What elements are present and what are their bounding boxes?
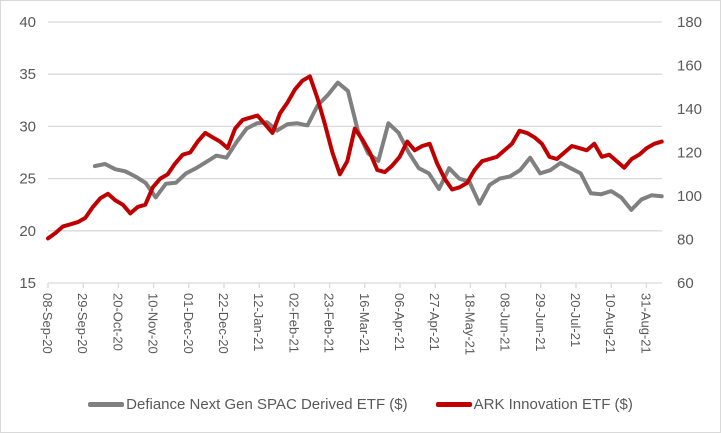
y-left-tick-label: 40: [19, 14, 36, 31]
x-tick-label: 12-Jan-21: [251, 293, 266, 352]
x-axis: 08-Sep-20 29-Sep-20 20-Oct-20 10-Nov-20 01-D…: [40, 282, 662, 355]
series-group: [46, 74, 664, 241]
legend-item-ark: ARK Innovation ETF ($): [435, 395, 633, 413]
y-right-tick-label: 180: [677, 14, 702, 31]
x-tick-label: 16-Mar-21: [357, 293, 372, 353]
y-right-tick-label: 80: [677, 232, 694, 249]
x-tick-label: 20-Oct-20: [110, 293, 125, 351]
x-tick-label: 01-Dec-20: [181, 293, 196, 354]
x-tick-label: 27-Apr-21: [427, 293, 442, 351]
x-tick-label: 29-Sep-20: [75, 293, 90, 354]
x-tick-label: 10-Nov-20: [146, 293, 161, 354]
legend-label-ark: ARK Innovation ETF ($): [473, 395, 633, 413]
legend-swatch-spac: [88, 401, 125, 407]
series-line-ark: [46, 74, 664, 241]
x-tick-label: 18-May-21: [462, 293, 477, 355]
series-line-spac: [92, 80, 664, 212]
x-tick-label: 08-Jun-21: [498, 293, 513, 352]
y-right-tick-label: 120: [677, 145, 702, 162]
y-axis-left: 15 20 25 30 35 40: [19, 14, 36, 292]
y-left-tick-label: 20: [19, 223, 36, 240]
x-tick-label: 20-Jul-21: [568, 293, 583, 347]
x-tick-label: 10-Aug-21: [603, 293, 618, 354]
y-axis-right: 60 80 100 120 140 160 180: [677, 14, 702, 292]
y-right-tick-label: 100: [677, 188, 702, 205]
y-left-tick-label: 25: [19, 171, 36, 188]
legend: Defiance Next Gen SPAC Derived ETF ($) A…: [0, 392, 721, 416]
gridlines: [48, 21, 662, 232]
y-left-tick-label: 35: [19, 66, 36, 83]
x-tick-label: 08-Sep-20: [40, 293, 55, 354]
x-tick-label: 23-Feb-21: [322, 293, 337, 353]
y-left-tick-label: 30: [19, 118, 36, 135]
x-tick-label: 22-Dec-20: [216, 293, 231, 354]
x-tick-label: 31-Aug-21: [638, 293, 653, 354]
x-tick-label: 02-Feb-21: [286, 293, 301, 353]
y-left-tick-label: 15: [19, 275, 36, 292]
x-tick-label: 29-Jun-21: [533, 293, 548, 352]
y-right-tick-label: 140: [677, 101, 702, 118]
legend-swatch-ark: [435, 401, 472, 407]
y-right-tick-label: 160: [677, 58, 702, 75]
legend-item-spac: Defiance Next Gen SPAC Derived ETF ($): [88, 395, 408, 413]
x-tick-label: 06-Apr-21: [392, 293, 407, 351]
legend-label-spac: Defiance Next Gen SPAC Derived ETF ($): [126, 395, 408, 413]
y-right-tick-label: 60: [677, 275, 694, 292]
